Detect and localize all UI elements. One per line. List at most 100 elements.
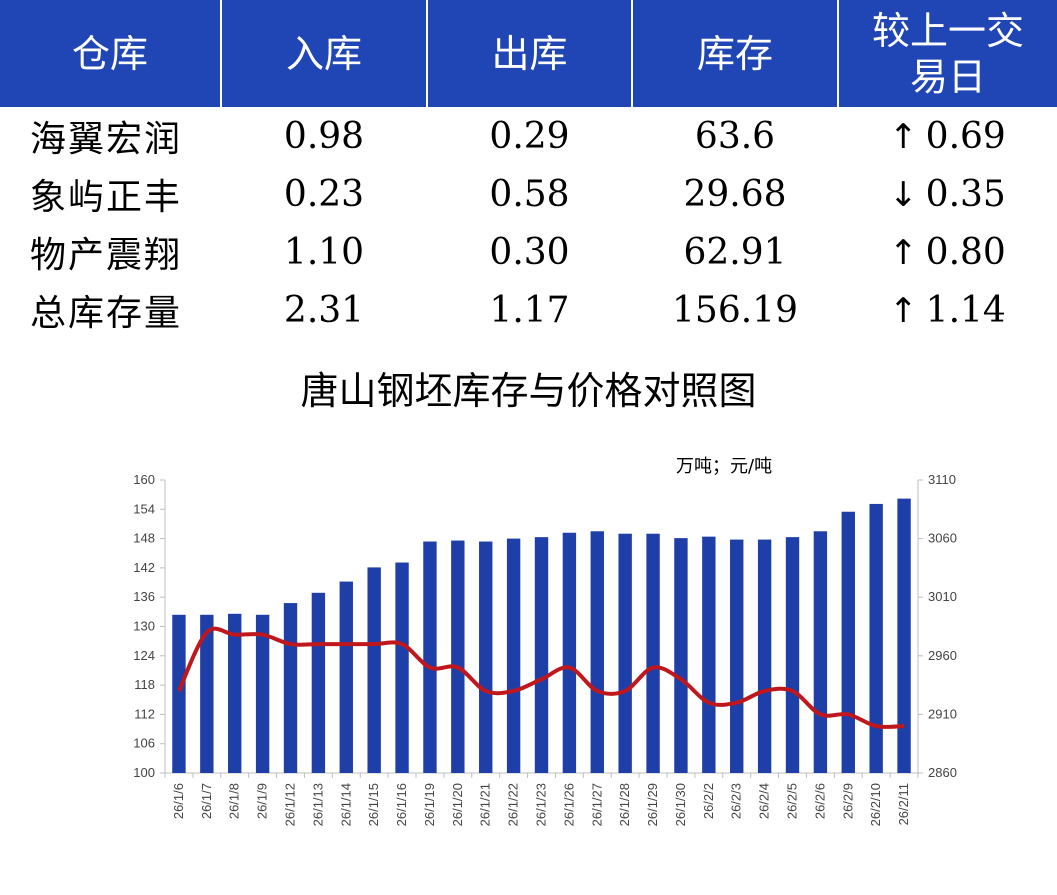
inventory-bar: [506, 538, 521, 773]
x-tick-label: 26/1/7: [199, 783, 214, 819]
y-right-tick-label: 2960: [928, 648, 957, 663]
y-left-tick-label: 148: [133, 531, 155, 546]
x-tick-label: 26/2/10: [868, 783, 883, 826]
arrow-up-icon: ↑: [889, 290, 918, 331]
change-value: 0.35: [925, 173, 1006, 215]
y-left-tick-label: 112: [134, 706, 155, 721]
header-change: 较上一交易日: [838, 0, 1057, 107]
inventory-bar: [311, 592, 326, 773]
header-outbound: 出库: [427, 0, 633, 107]
x-tick-label: 26/1/21: [478, 783, 493, 826]
inventory-bar: [367, 567, 381, 773]
header-inbound: 入库: [221, 0, 428, 107]
inventory-bar: [757, 539, 772, 773]
inventory-table-section: 仓库 入库 出库 库存 较上一交易日 海翼宏润 0.98 0.29 63.6 ↑ 0.69…: [0, 0, 1057, 340]
change-value: 0.80: [925, 231, 1006, 273]
x-tick-label: 26/1/28: [617, 783, 632, 826]
inventory-bar: [172, 614, 186, 773]
chart-title: 唐山钢坯库存与价格对照图: [300, 369, 757, 413]
x-tick-label: 26/2/3: [729, 783, 744, 819]
chart-plot: 万吨；元/吨 100 106 112 118 124 130 136 142 148 154 160 2…: [133, 456, 957, 826]
x-tick-label: 26/1/22: [506, 783, 521, 826]
inventory-bar: [813, 531, 828, 773]
change-cell: ↑ 1.14: [838, 281, 1057, 339]
x-tick-label: 26/1/30: [673, 783, 688, 826]
outbound-cell: 0.30: [489, 231, 570, 273]
y-left-tick-label: 106: [133, 736, 155, 751]
header-change-label: 较上一交易日: [871, 8, 1024, 99]
warehouse-name-cell: 总库存量: [30, 293, 183, 334]
x-tick-label: 26/1/19: [422, 783, 437, 826]
x-tick-label: 26/1/20: [450, 783, 465, 826]
warehouse-name-cell: 象屿正丰: [30, 177, 183, 218]
inventory-bar: [479, 541, 493, 773]
y-left-tick-label: 136: [133, 589, 155, 604]
x-tick-label: 26/1/27: [589, 783, 604, 826]
inventory-bar: [562, 532, 577, 773]
y-left-tick-label: 130: [133, 619, 155, 634]
outbound-cell: 0.58: [489, 173, 570, 215]
table-row: 物产震翔 1.10 0.30 62.91 ↑ 0.80: [0, 223, 1057, 281]
change-value: 0.69: [925, 115, 1006, 157]
header-warehouse: 仓库: [0, 0, 222, 107]
inventory-bar: [674, 538, 688, 773]
inventory-bar: [869, 503, 883, 773]
inventory-bar: [423, 541, 437, 773]
y-left-tick-label: 154: [133, 501, 155, 516]
inventory-bar: [395, 562, 409, 773]
inventory-bar: [451, 540, 465, 773]
inventory-bar: [646, 533, 660, 773]
stock-cell: 62.91: [683, 231, 787, 273]
inventory-bar: [702, 536, 716, 773]
stock-cell: 156.19: [672, 289, 798, 331]
x-tick-label: 26/2/6: [812, 783, 827, 819]
stock-cell: 29.68: [683, 173, 787, 215]
inventory-bar: [590, 531, 604, 773]
arrow-down-icon: ↓: [889, 174, 918, 215]
inventory-bar: [255, 614, 270, 773]
y-left-tick-label: 160: [133, 472, 155, 487]
y-right-tick-label: 2860: [928, 765, 957, 780]
table-row: 海翼宏润 0.98 0.29 63.6 ↑ 0.69: [0, 107, 1057, 165]
x-tick-label: 26/1/23: [534, 783, 549, 826]
header-stock: 库存: [632, 0, 839, 107]
table-row: 象屿正丰 0.23 0.58 29.68 ↓ 0.35: [0, 165, 1057, 223]
inventory-bar: [730, 539, 744, 773]
x-tick-label: 26/1/29: [645, 783, 660, 826]
change-value: 1.14: [925, 289, 1006, 331]
chart-section: 唐山钢坯库存与价格对照图 万吨；元/吨 100 106 112 118 124 130 136…: [0, 342, 1057, 895]
unit-label: 万吨；元/吨: [676, 456, 772, 477]
x-tick-label: 26/2/4: [757, 783, 772, 819]
inventory-bar: [339, 581, 353, 773]
x-tick-label: 26/2/2: [701, 783, 716, 819]
inbound-cell: 0.23: [283, 173, 365, 215]
y-left-tick-label: 118: [134, 677, 155, 692]
stock-cell: 63.6: [694, 115, 776, 157]
inbound-cell: 0.98: [283, 115, 365, 157]
inventory-bar: [841, 511, 855, 773]
x-tick-label: 26/2/9: [840, 783, 855, 819]
warehouse-name-cell: 物产震翔: [30, 235, 183, 276]
y-right-tick-label: 3110: [928, 472, 956, 487]
x-tick-label: 26/1/15: [366, 783, 381, 826]
x-tick-label: 26/1/9: [255, 783, 270, 819]
outbound-cell: 0.29: [489, 115, 570, 157]
x-tick-label: 26/2/11: [896, 783, 911, 825]
table-header-row: 仓库 入库 出库 库存 较上一交易日: [0, 0, 1057, 107]
inbound-cell: 2.31: [283, 289, 365, 331]
inventory-bar: [785, 537, 800, 773]
x-tick-label: 26/1/6: [171, 783, 186, 819]
change-cell: ↑ 0.80: [838, 223, 1057, 281]
x-tick-label: 26/2/5: [785, 783, 800, 819]
inventory-bar: [897, 498, 911, 773]
y-right-tick-label: 3010: [928, 589, 957, 604]
inbound-cell: 1.10: [283, 231, 365, 273]
inventory-table: 仓库 入库 出库 库存 较上一交易日 海翼宏润 0.98 0.29 63.6 ↑ 0.69…: [0, 0, 1057, 339]
x-tick-label: 26/1/14: [338, 783, 353, 826]
inventory-bar: [200, 614, 214, 773]
x-tick-label: 26/1/12: [283, 783, 298, 826]
inventory-bar: [228, 613, 242, 773]
arrow-up-icon: ↑: [889, 116, 918, 157]
y-left-tick-label: 124: [133, 648, 155, 663]
change-cell: ↓ 0.35: [838, 165, 1057, 223]
